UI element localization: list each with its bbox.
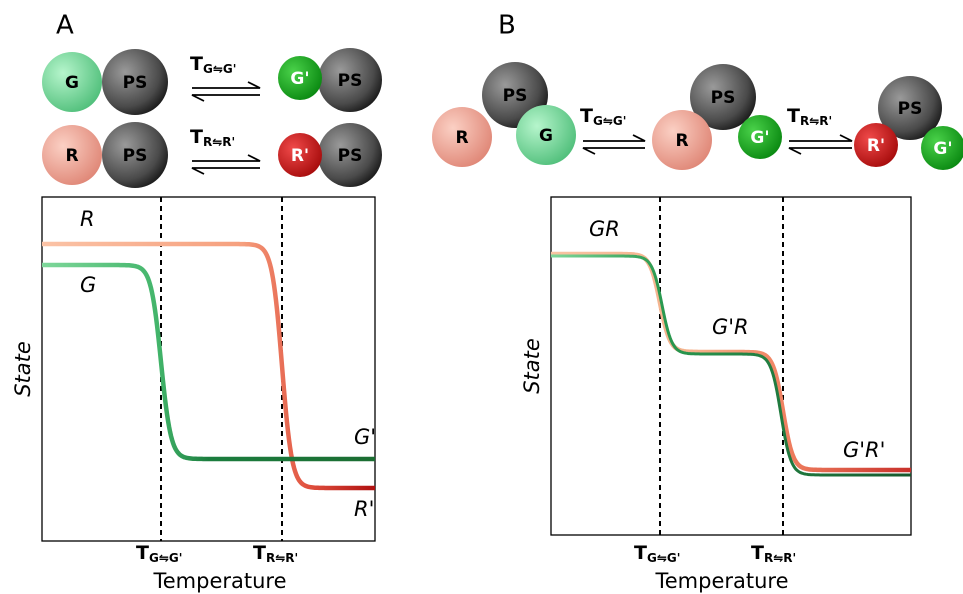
symbol: T xyxy=(190,53,203,75)
equilibrium-label: TR⇋R' xyxy=(751,542,796,565)
equilibrium-label: TG⇋G' xyxy=(190,53,236,76)
equilibrium-arrow xyxy=(582,147,645,155)
subscript: G⇋G' xyxy=(593,114,626,128)
symbol: T xyxy=(136,542,149,564)
panel-label: A xyxy=(56,11,74,41)
subscript: R⇋R' xyxy=(800,114,832,128)
equilibrium-label: TR⇋R' xyxy=(253,542,298,565)
equilibrium-arrow xyxy=(583,134,646,142)
sphere-label: G' xyxy=(290,69,309,89)
curve-label: G' xyxy=(354,425,376,449)
sphere-label: PS xyxy=(338,146,363,166)
symbol: T xyxy=(751,542,764,564)
equilibrium-arrow xyxy=(191,94,260,102)
sphere xyxy=(432,107,492,167)
equilibrium-arrow xyxy=(192,81,261,89)
sphere xyxy=(102,122,168,188)
sphere-label: G xyxy=(65,73,79,93)
sphere-label: PS xyxy=(711,88,736,108)
axis-labels: State Temperature State Temperature xyxy=(11,338,789,593)
sphere-label: R' xyxy=(867,136,885,156)
plot-frames xyxy=(41,196,912,542)
symbol: T xyxy=(787,105,800,127)
sphere xyxy=(278,56,322,100)
equilibrium-label: TG⇋G' xyxy=(634,542,680,565)
sphere-label: PS xyxy=(503,86,528,106)
equilibrium-label: TR⇋R' xyxy=(787,105,832,128)
subscript: G⇋G' xyxy=(149,551,182,565)
dashed-lines xyxy=(160,197,784,541)
sphere-label: PS xyxy=(123,146,148,166)
equilibrium-arrow xyxy=(192,154,261,162)
equilibrium-arrow xyxy=(191,167,260,175)
y-axis-label: State xyxy=(11,341,35,397)
curve-label: G'R' xyxy=(843,438,885,462)
subscript: R⇋R' xyxy=(266,551,298,565)
sphere-label: G' xyxy=(750,128,769,148)
sphere xyxy=(738,115,782,159)
sphere xyxy=(318,123,382,187)
sphere xyxy=(854,123,898,167)
sphere xyxy=(690,64,756,130)
sphere xyxy=(278,133,322,177)
sphere xyxy=(318,48,382,112)
sphere xyxy=(878,76,942,140)
sphere xyxy=(102,49,168,115)
subscript: G⇋G' xyxy=(203,62,236,76)
curve xyxy=(42,262,375,462)
curve-label: R' xyxy=(354,497,374,521)
sphere-label: G' xyxy=(933,139,952,159)
curve-label: R xyxy=(80,207,95,231)
sphere xyxy=(921,126,963,170)
sphere-label: R xyxy=(675,131,688,151)
curve-labels: R G G' R' GR G'R G'R' xyxy=(80,207,885,521)
symbol: T xyxy=(253,542,266,564)
sphere xyxy=(516,105,576,165)
sphere-label: G xyxy=(539,126,553,146)
subscript: R⇋R' xyxy=(764,551,796,565)
sphere-label: R xyxy=(455,128,468,148)
sphere-label: PS xyxy=(338,71,363,91)
sphere xyxy=(42,125,102,185)
curve xyxy=(42,241,375,491)
curve-label: G xyxy=(80,273,96,297)
sphere-label: PS xyxy=(898,99,923,119)
subscript: R⇋R' xyxy=(203,135,235,149)
panel-label: B xyxy=(498,11,516,41)
y-axis-label: State xyxy=(520,338,544,394)
equilibrium-arrow xyxy=(789,134,853,142)
equilibrium-label: TG⇋G' xyxy=(580,105,626,128)
subscript: G⇋G' xyxy=(647,551,680,565)
sphere-label: PS xyxy=(123,73,148,93)
symbol: T xyxy=(190,126,203,148)
curve-label: G'R xyxy=(712,315,749,339)
curves xyxy=(42,241,911,491)
sphere-label: R' xyxy=(291,146,309,166)
equilibrium-label: TR⇋R' xyxy=(190,126,235,149)
curve xyxy=(551,254,911,477)
sphere xyxy=(42,52,102,112)
x-axis-label: Temperature xyxy=(654,569,788,593)
curve xyxy=(551,251,911,473)
x-axis-label: Temperature xyxy=(152,569,286,593)
sphere-label: R xyxy=(65,146,78,166)
curve-label: GR xyxy=(589,217,620,241)
symbol: T xyxy=(580,105,593,127)
equilibrium-label: TG⇋G' xyxy=(136,542,182,565)
symbol: T xyxy=(634,542,647,564)
sphere xyxy=(652,110,712,170)
equilibrium-arrow xyxy=(788,147,852,155)
